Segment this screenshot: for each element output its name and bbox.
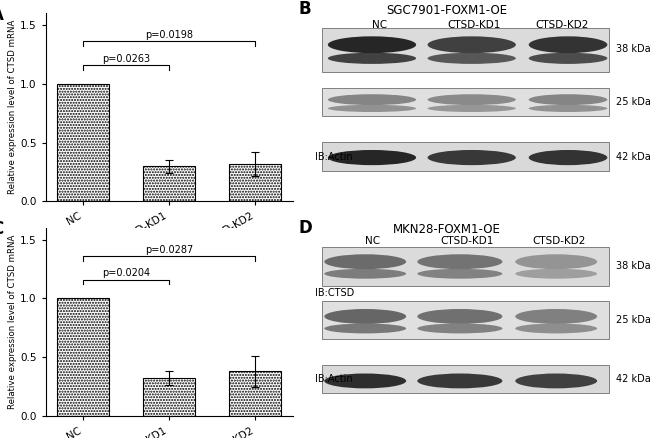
Text: p=0.0287: p=0.0287 (145, 245, 193, 255)
Ellipse shape (515, 254, 597, 269)
Ellipse shape (328, 150, 416, 165)
Text: MKN28-FOXM1-OE: MKN28-FOXM1-OE (393, 223, 501, 236)
Bar (143, 166, 195, 201)
Ellipse shape (328, 36, 416, 53)
Ellipse shape (417, 324, 502, 333)
Bar (322, 28, 610, 72)
Ellipse shape (428, 36, 516, 53)
Text: NC: NC (365, 236, 380, 246)
Bar (322, 142, 610, 171)
Ellipse shape (328, 53, 416, 64)
Text: A: A (0, 6, 4, 24)
Bar (322, 88, 610, 116)
Text: D: D (298, 219, 312, 237)
Ellipse shape (528, 53, 607, 64)
Ellipse shape (515, 374, 597, 389)
Ellipse shape (324, 269, 406, 279)
Ellipse shape (428, 53, 516, 64)
Ellipse shape (515, 269, 597, 279)
Ellipse shape (324, 254, 406, 269)
Ellipse shape (428, 105, 516, 112)
Ellipse shape (428, 94, 516, 105)
Ellipse shape (515, 309, 597, 324)
Text: CTSD-KD2: CTSD-KD2 (532, 236, 586, 246)
Ellipse shape (515, 324, 597, 333)
Text: IB:Actin: IB:Actin (315, 374, 353, 384)
Text: CTSD-KD2: CTSD-KD2 (536, 20, 589, 30)
Ellipse shape (528, 150, 607, 165)
Text: CTSD-KD1: CTSD-KD1 (441, 236, 494, 246)
Bar (229, 371, 281, 416)
Text: 38 kDa: 38 kDa (616, 44, 650, 54)
Bar (57, 298, 109, 416)
Y-axis label: Relative expression level of CTSD mRNA: Relative expression level of CTSD mRNA (8, 20, 17, 194)
Ellipse shape (528, 105, 607, 112)
Text: 25 kDa: 25 kDa (616, 315, 650, 325)
Ellipse shape (328, 94, 416, 105)
Text: IB:Actin: IB:Actin (315, 152, 353, 162)
Text: p=0.0263: p=0.0263 (102, 54, 150, 64)
Text: p=0.0198: p=0.0198 (145, 30, 193, 40)
Text: C: C (0, 220, 3, 238)
Text: 42 kDa: 42 kDa (616, 374, 650, 384)
Ellipse shape (528, 94, 607, 105)
Text: CTSD-KD1: CTSD-KD1 (448, 20, 501, 30)
Text: 38 kDa: 38 kDa (616, 261, 650, 271)
Bar (57, 84, 109, 201)
Ellipse shape (417, 269, 502, 279)
Ellipse shape (324, 324, 406, 333)
Text: IB:CTSD: IB:CTSD (315, 288, 355, 298)
Bar (229, 164, 281, 201)
Y-axis label: Relative expression level of CTSD mRNA: Relative expression level of CTSD mRNA (8, 235, 17, 409)
Ellipse shape (417, 254, 502, 269)
Text: p=0.0204: p=0.0204 (102, 268, 150, 279)
Bar (322, 365, 610, 393)
Ellipse shape (528, 36, 607, 53)
Text: B: B (298, 0, 311, 18)
Text: NC: NC (372, 20, 387, 30)
Text: 25 kDa: 25 kDa (616, 97, 650, 107)
Bar (143, 378, 195, 416)
Bar (322, 247, 610, 286)
Text: SGC7901-FOXM1-OE: SGC7901-FOXM1-OE (387, 4, 508, 18)
Ellipse shape (417, 309, 502, 324)
Bar (322, 300, 610, 339)
Text: 42 kDa: 42 kDa (616, 152, 650, 162)
Ellipse shape (417, 374, 502, 389)
Ellipse shape (324, 374, 406, 389)
Ellipse shape (324, 309, 406, 324)
Ellipse shape (328, 105, 416, 112)
Ellipse shape (428, 150, 516, 165)
